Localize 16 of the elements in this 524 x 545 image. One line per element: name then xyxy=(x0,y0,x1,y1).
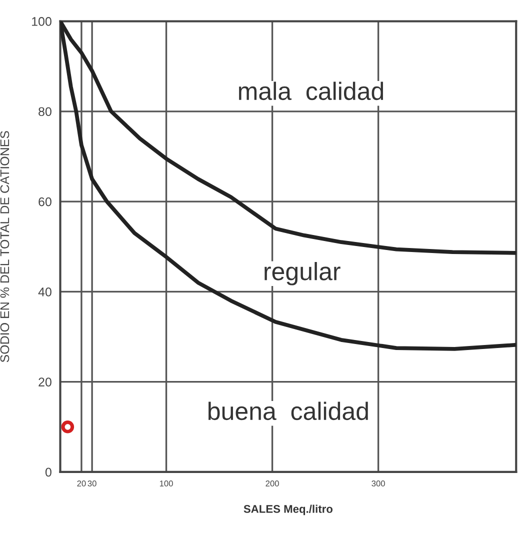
x-tick-label: 300 xyxy=(372,480,385,486)
x-tick-label: 200 xyxy=(266,480,279,486)
annotation: mala calidad xyxy=(239,82,384,100)
y-tick-label: 20 xyxy=(38,378,52,386)
y-tick-label: 100 xyxy=(32,17,52,26)
y-tick-label: 40 xyxy=(38,287,52,296)
x-axis-title: SALES Meq./litro xyxy=(244,504,333,516)
y-tick-label: 60 xyxy=(38,197,52,206)
x-tick-label: 30 xyxy=(88,480,96,486)
x-tick-label: 100 xyxy=(160,480,173,486)
annotation: regular xyxy=(264,262,340,286)
y-axis-title: SODIO EN % DEL TOTAL DE CATIONES xyxy=(0,131,10,362)
y-tick-label: 80 xyxy=(38,107,52,116)
annotation: buena calidad xyxy=(208,402,368,420)
x-tick-label: 20 xyxy=(77,480,86,486)
y-tick-label: 0 xyxy=(45,468,52,477)
